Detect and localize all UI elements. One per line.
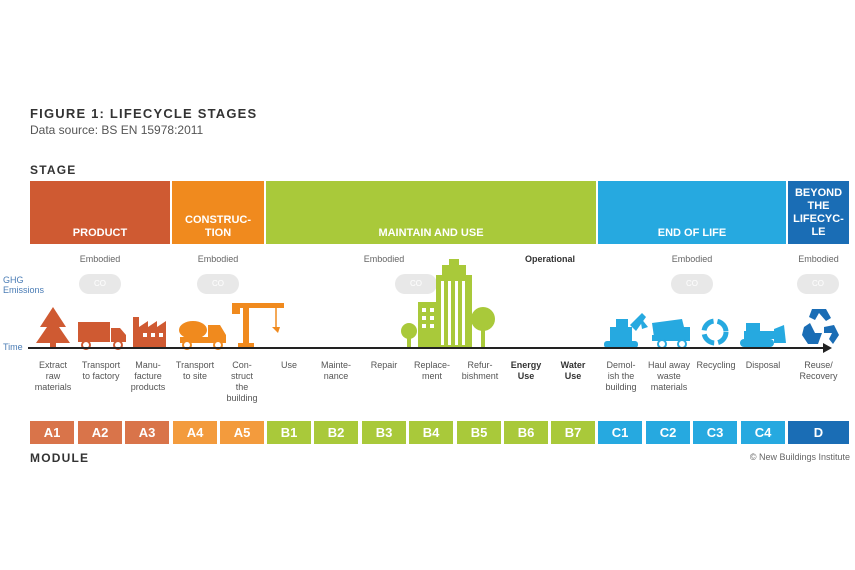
step-label-c1: Demol- ish the building	[605, 360, 637, 392]
stage-maintain-label: MAINTAIN AND USE	[378, 227, 484, 239]
step-label-b1: Use	[280, 360, 297, 370]
step-label-b3: Repair	[370, 360, 398, 370]
recycling-icon	[701, 318, 729, 346]
emission-label-end-of-life: Embodied	[671, 254, 713, 264]
module-a3: A3	[125, 421, 169, 444]
co2-cloud-icon: CO	[671, 274, 713, 294]
tree-icon	[36, 307, 70, 348]
excavator-icon	[604, 313, 648, 348]
stage-end-of-life: END OF LIFE	[598, 181, 786, 244]
module-d: D	[788, 421, 849, 444]
emission-label-maintain: Embodied	[363, 254, 405, 264]
step-label-a2: Transport to factory	[81, 360, 121, 381]
co2-cloud-icon: CO	[797, 274, 839, 294]
module-a1: A1	[30, 421, 74, 444]
step-label-d: Reuse/ Recovery	[799, 360, 838, 381]
cement-mixer-icon	[179, 321, 226, 350]
dump-truck-icon	[652, 319, 690, 349]
co2-cloud-icon: CO	[395, 274, 437, 294]
stage-construction: CONSTRUC- TION	[172, 181, 264, 244]
emission-label-product: Embodied	[79, 254, 121, 264]
bulldozer-icon	[740, 323, 786, 347]
city-buildings-icon	[401, 259, 495, 348]
ghg-emissions-label: GHG Emissions	[3, 275, 45, 295]
step-label-b2: Mainte- nance	[320, 360, 351, 381]
step-label-b7: Water Use	[560, 360, 586, 381]
crane-icon	[232, 303, 284, 348]
step-label-a3: Manu- facture products	[130, 360, 166, 392]
factory-icon	[133, 317, 166, 347]
step-label-c3: Recycling	[696, 360, 736, 370]
step-label-a1: Extract raw materials	[34, 360, 72, 392]
module-c1: C1	[598, 421, 642, 444]
module-b5: B5	[457, 421, 501, 444]
timeline-arrowhead	[823, 343, 832, 353]
step-label-c4: Disposal	[745, 360, 781, 370]
step-label-a4: Transport to site	[175, 360, 215, 381]
time-label: Time	[3, 342, 23, 352]
step-label-b6: Energy Use	[510, 360, 542, 381]
stage-heading: STAGE	[30, 163, 77, 177]
co2-cloud-icon: CO	[79, 274, 121, 294]
figure-title: FIGURE 1: LIFECYCLE STAGES	[30, 106, 258, 121]
module-b7: B7	[551, 421, 595, 444]
module-heading: MODULE	[30, 451, 90, 465]
module-a2: A2	[78, 421, 122, 444]
stage-product-label: PRODUCT	[72, 227, 128, 239]
module-c4: C4	[741, 421, 785, 444]
step-label-c2: Haul away waste materials	[647, 360, 691, 392]
module-a5: A5	[220, 421, 264, 444]
stage-maintain-and-use: MAINTAIN AND USE	[266, 181, 596, 244]
module-c3: C3	[693, 421, 737, 444]
module-b4: B4	[409, 421, 453, 444]
lifecycle-icons	[28, 259, 839, 353]
module-b1: B1	[267, 421, 311, 444]
emission-label-beyond: Embodied	[798, 254, 839, 264]
module-c2: C2	[646, 421, 690, 444]
step-label-b5: Refur- bishment	[461, 360, 499, 381]
credit-text: © New Buildings Institute	[749, 452, 850, 462]
co2-cloud-icon: CO	[197, 274, 239, 294]
stage-end-of-life-label: END OF LIFE	[657, 227, 727, 239]
reuse-recycle-icon	[802, 309, 839, 344]
step-label-a5: Con- struct the building	[226, 360, 258, 403]
emission-label-construction: Embodied	[197, 254, 239, 264]
module-b6: B6	[504, 421, 548, 444]
module-b3: B3	[362, 421, 406, 444]
stage-construction-label: CONSTRUC- TION	[185, 214, 251, 239]
truck-icon	[78, 322, 126, 350]
stage-beyond-lifecycle: BEYOND THE LIFECYC- LE	[788, 181, 849, 244]
figure-source: Data source: BS EN 15978:2011	[30, 123, 204, 137]
emission-label-operational: Operational	[524, 254, 575, 264]
module-b2: B2	[314, 421, 358, 444]
step-label-b4: Replace- ment	[413, 360, 451, 381]
stage-beyond-label: BEYOND THE LIFECYC- LE	[793, 186, 844, 238]
module-a4: A4	[173, 421, 217, 444]
stage-product: PRODUCT	[30, 181, 170, 244]
